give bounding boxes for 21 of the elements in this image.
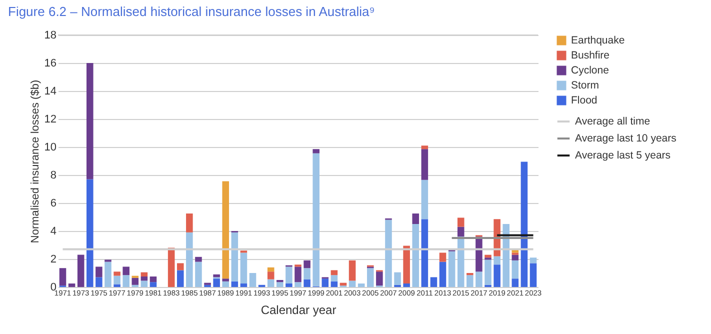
y-tick-label: 16 (44, 58, 56, 70)
y-tick-label: 8 (50, 170, 56, 182)
y-tick-label: 6 (50, 198, 56, 210)
y-tick-label: 0 (50, 282, 56, 294)
chart-title: Figure 6.2 – Normalised historical insurance losses in Australia⁹ (8, 4, 375, 19)
x-axis-title: Calendar year (260, 303, 336, 317)
y-tick-label: 18 (44, 30, 56, 42)
legend-label: Storm (571, 80, 600, 92)
y-tick-label: 2 (50, 254, 56, 266)
legend-label: Earthquake (571, 34, 625, 46)
y-axis-title: Normalised insurance losses ($b) (29, 80, 42, 244)
y-tick-label: 10 (44, 142, 56, 154)
legend-label: Average last 10 years (575, 132, 676, 144)
y-tick-label: 14 (44, 86, 56, 98)
legend-label: Bushfire (571, 50, 610, 62)
legend-label: Average last 5 years (575, 150, 671, 162)
y-tick-label: 12 (44, 114, 56, 126)
y-tick-label: 4 (50, 226, 56, 238)
legend-label: Average all time (575, 116, 650, 128)
legend-label: Flood (571, 94, 598, 106)
legend-label: Cyclone (571, 64, 610, 76)
